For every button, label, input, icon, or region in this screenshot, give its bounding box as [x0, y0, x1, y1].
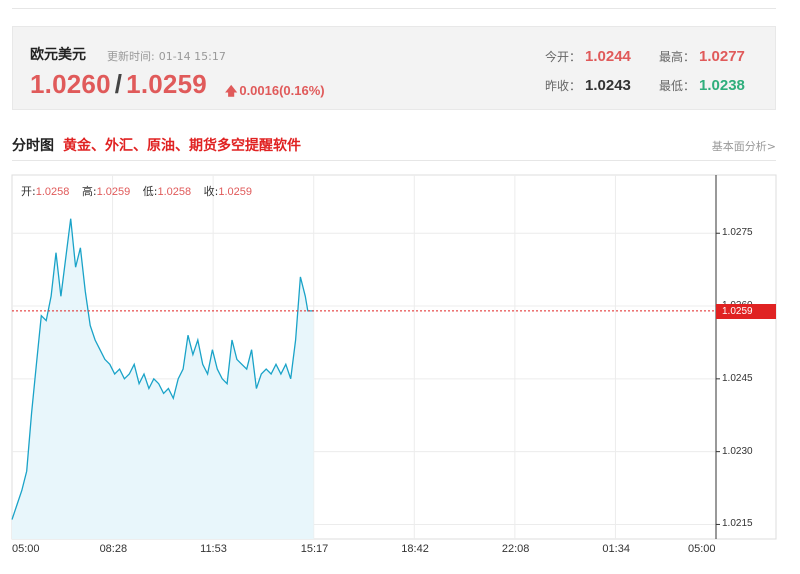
open-value: 1.0244 — [585, 48, 631, 65]
price-change: 🡅 0.0016(0.16%) — [225, 82, 325, 103]
x-tick-label: 05:00 — [12, 543, 40, 555]
high-value: 1.0277 — [699, 48, 745, 65]
prev-close-label: 昨收： — [545, 79, 582, 93]
update-time-value: 01-14 15:17 — [158, 50, 226, 63]
ohlc-high-label: 高: — [81, 185, 97, 198]
instrument-name: 欧元美元 — [30, 47, 86, 63]
x-tick-label: 11:53 — [200, 543, 227, 555]
ohlc-low-label: 低: — [142, 185, 158, 198]
open-stat: 今开： 1.0244 — [545, 48, 631, 65]
high-stat: 最高： 1.0277 — [659, 48, 745, 65]
quote-panel: 欧元美元 更新时间: 01-14 15:17 1.0260/1.0259 🡅 0.0… — [12, 26, 776, 110]
x-tick-label: 01:34 — [602, 543, 630, 555]
current-price-badge: 1.0259 — [716, 303, 776, 319]
update-time: 更新时间: 01-14 15:17 — [107, 48, 226, 64]
high-label: 最高： — [659, 50, 696, 64]
ohlc-open: 1.0258 — [35, 186, 70, 198]
arrow-up-icon: 🡅 — [225, 84, 238, 98]
price-area — [12, 218, 314, 539]
price-change-value: 0.0016(0.16%) — [239, 83, 325, 98]
ohlc-readout: 开:1.0258 高:1.0259 低:1.0258 收:1.0259 — [21, 183, 252, 199]
x-tick-label: 22:08 — [501, 543, 530, 555]
ohlc-open-label: 开: — [21, 185, 36, 198]
x-tick-label: 18:42 — [401, 543, 429, 555]
ask-price: 1.0259 — [126, 69, 207, 99]
top-divider — [12, 8, 776, 9]
y-tick-label: 1.0275 — [722, 227, 753, 239]
ohlc-low: 1.0258 — [157, 186, 192, 198]
x-tick-label: 15:17 — [300, 543, 329, 555]
section-divider — [12, 160, 776, 161]
ohlc-close-label: 收: — [203, 185, 219, 198]
fundamental-analysis-link[interactable]: 基本面分析> — [711, 140, 776, 153]
section-title: 分时图 — [12, 138, 54, 154]
prev-close-value: 1.0243 — [585, 77, 631, 94]
low-label: 最低： — [659, 79, 696, 93]
bid-price: 1.0260 — [30, 69, 111, 99]
low-stat: 最低： 1.0238 — [659, 77, 745, 94]
update-time-label: 更新时间: — [107, 50, 155, 63]
bid-ask-price: 1.0260/1.0259 — [30, 69, 207, 100]
ohlc-high: 1.0259 — [96, 186, 131, 198]
y-tick-label: 1.0230 — [722, 445, 753, 457]
x-tick-label: 08:28 — [99, 543, 128, 555]
y-tick-label: 1.0245 — [722, 372, 753, 384]
price-separator: / — [114, 69, 123, 99]
open-label: 今开： — [545, 50, 582, 64]
x-tick-label: 05:00 — [688, 543, 716, 555]
y-tick-label: 1.0215 — [722, 518, 753, 530]
promo-link[interactable]: 黄金、外汇、原油、期货多空提醒软件 — [63, 138, 301, 154]
chart-frame — [11, 174, 777, 540]
ohlc-close: 1.0259 — [218, 186, 252, 198]
low-value: 1.0238 — [699, 77, 745, 94]
prev-close-stat: 昨收： 1.0243 — [545, 77, 631, 94]
price-line — [11, 218, 314, 520]
